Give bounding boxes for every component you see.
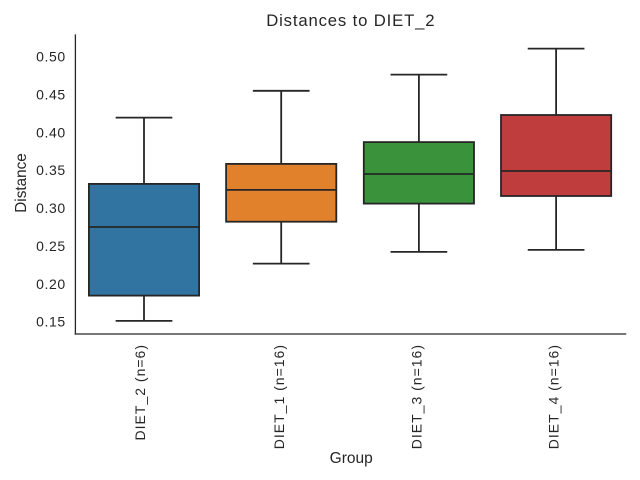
svg-text:DIET_2 (n=6): DIET_2 (n=6) [132, 344, 148, 440]
svg-text:Distance: Distance [13, 153, 30, 213]
svg-text:DIET_3 (n=16): DIET_3 (n=16) [408, 344, 424, 449]
svg-text:Group: Group [330, 450, 373, 467]
svg-text:0.20: 0.20 [36, 276, 66, 292]
svg-text:Distances to DIET_2: Distances to DIET_2 [266, 11, 435, 30]
svg-text:0.25: 0.25 [36, 238, 66, 254]
svg-text:0.45: 0.45 [36, 86, 66, 102]
svg-text:0.15: 0.15 [36, 314, 66, 330]
svg-text:DIET_1 (n=16): DIET_1 (n=16) [271, 344, 287, 449]
svg-text:0.40: 0.40 [36, 124, 66, 140]
svg-text:0.50: 0.50 [36, 49, 66, 65]
svg-text:0.30: 0.30 [36, 200, 66, 216]
svg-text:DIET_4 (n=16): DIET_4 (n=16) [546, 344, 562, 449]
svg-text:0.35: 0.35 [36, 162, 66, 178]
